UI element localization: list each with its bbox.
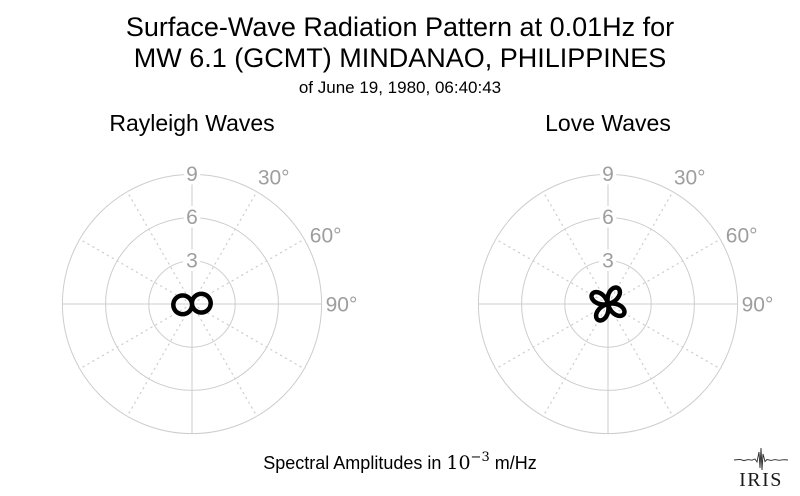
- grid-spoke: [126, 191, 190, 299]
- caption-text: Spectral Amplitudes in: [263, 453, 447, 473]
- caption-math-exponent: −3: [470, 450, 490, 465]
- amplitude-units-caption: Spectral Amplitudes in 10−3 m/Hz: [0, 450, 800, 474]
- grid-spoke: [610, 309, 674, 417]
- grid-spoke: [495, 238, 603, 302]
- figure-title-block: Surface-Wave Radiation Pattern at 0.01Hz…: [0, 12, 800, 98]
- radiation-pattern-curve: [171, 291, 213, 317]
- figure-title-line-2: MW 6.1 (GCMT) MINDANAO, PHILIPPINES: [133, 43, 667, 73]
- radiation-pattern-curve: [589, 285, 627, 323]
- grid-spoke: [194, 309, 258, 417]
- radial-tick-label: 9: [602, 163, 614, 186]
- grid-spoke: [197, 238, 305, 302]
- grid-spoke: [495, 306, 603, 370]
- figure-subtitle-date: of June 19, 1980, 06:40:43: [298, 78, 502, 97]
- grid-spoke: [610, 191, 674, 299]
- grid-spoke: [79, 306, 187, 370]
- rayleigh-polar-plot: 3 6 9 30° 60° 90°: [61, 159, 358, 435]
- grid-spoke: [126, 309, 190, 417]
- rayleigh-plot-title: Rayleigh Waves: [109, 110, 275, 136]
- caption-units: m/Hz: [489, 453, 537, 473]
- angle-tick-label: 90°: [326, 294, 358, 317]
- radial-tick-label: 3: [186, 249, 198, 272]
- iris-logo-seismogram-icon: [733, 447, 789, 471]
- angle-tick-label: 90°: [742, 294, 774, 317]
- love-polar-plot: 3 6 9 30° 60° 90°: [477, 159, 774, 435]
- grid-spoke: [613, 306, 721, 370]
- angle-tick-label: 30°: [258, 167, 290, 190]
- radial-tick-label: 3: [602, 249, 614, 272]
- figure-title-line-1: Surface-Wave Radiation Pattern at 0.01Hz…: [125, 12, 675, 42]
- grid-spoke: [79, 238, 187, 302]
- grid-spoke: [542, 191, 606, 299]
- iris-logo-text: IRIS: [739, 469, 783, 491]
- grid-spoke: [197, 306, 305, 370]
- radial-tick-label: 6: [602, 206, 614, 229]
- grid-spoke: [194, 191, 258, 299]
- love-plot-title: Love Waves: [545, 110, 671, 136]
- angle-tick-label: 30°: [674, 167, 706, 190]
- angle-tick-label: 60°: [726, 224, 758, 247]
- grid-spoke: [542, 309, 606, 417]
- iris-logo: IRIS: [730, 447, 792, 491]
- radial-tick-label: 9: [186, 163, 198, 186]
- angle-tick-label: 60°: [310, 224, 342, 247]
- caption-math-base: 10: [446, 452, 471, 474]
- grid-spoke: [613, 238, 721, 302]
- radial-tick-label: 6: [186, 206, 198, 229]
